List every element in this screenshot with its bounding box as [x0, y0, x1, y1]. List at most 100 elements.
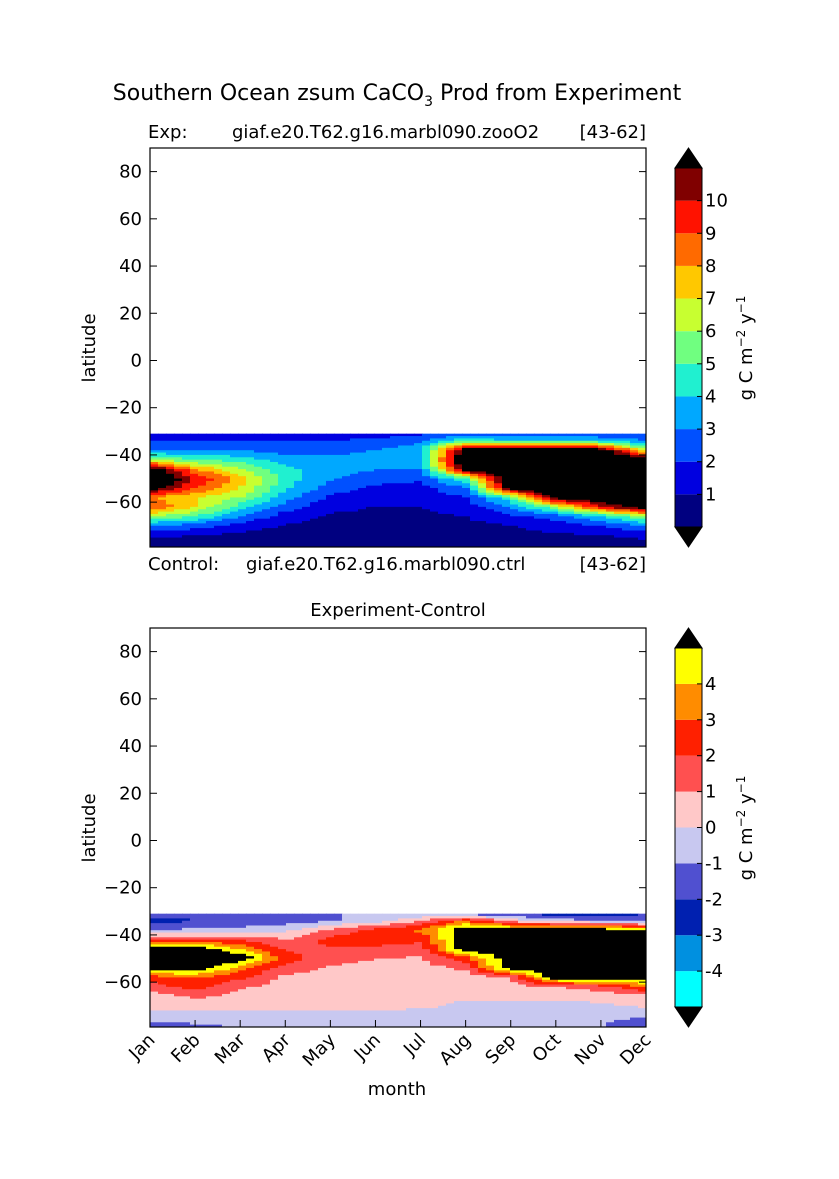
top-heatmap-cell — [638, 478, 646, 482]
top-heatmap-cell — [598, 478, 607, 482]
top-heatmap-cell — [190, 487, 199, 491]
top-heatmap-cell — [510, 490, 519, 494]
top-heatmap-cell — [294, 480, 303, 484]
top-heatmap-cell — [182, 443, 191, 447]
top-heatmap-cell — [598, 542, 607, 546]
top-heatmap-cell — [182, 499, 191, 503]
bottom-heatmap-cell — [310, 977, 319, 981]
top-heatmap-cell — [422, 495, 431, 499]
top-heatmap-cell — [230, 466, 239, 470]
bottom-heatmap-cell — [366, 1024, 375, 1027]
top-heatmap-cell — [166, 473, 175, 477]
top-heatmap-cell — [382, 497, 391, 501]
bottom-heatmap-cell — [414, 949, 423, 953]
top-heatmap-cell — [214, 535, 223, 539]
top-heatmap-cell — [262, 492, 271, 496]
top-heatmap-cell — [366, 462, 375, 465]
top-heatmap-cell — [622, 443, 631, 447]
top-heatmap-cell — [254, 499, 263, 503]
bottom-heatmap-cell — [302, 913, 311, 917]
bottom-heatmap-cell — [286, 956, 295, 960]
ctrl-label: Control: — [148, 554, 219, 575]
bottom-heatmap-cell — [358, 975, 367, 979]
bottom-heatmap-cell — [358, 1001, 367, 1004]
bottom-heatmap-cell — [262, 965, 271, 969]
top-heatmap-cell — [190, 480, 199, 484]
top-heatmap-cell — [326, 443, 335, 447]
top-heatmap-cell — [150, 542, 159, 546]
bottom-heatmap-cell — [382, 972, 391, 976]
top-heatmap-cell — [542, 511, 551, 515]
bottom-heatmap-cell — [294, 946, 303, 950]
bottom-heatmap-cell — [278, 989, 287, 993]
bottom-heatmap-cell — [430, 913, 439, 917]
bottom-heatmap-cell — [342, 956, 351, 960]
top-heatmap-cell — [334, 490, 343, 494]
bottom-heatmap-cell — [174, 953, 183, 957]
top-heatmap-cell — [542, 478, 551, 482]
bottom-heatmap-cell — [398, 1022, 407, 1026]
top-heatmap-cell — [438, 542, 447, 546]
top-heatmap-cell — [382, 464, 391, 468]
top-heatmap-cell — [318, 528, 327, 532]
top-heatmap-cell — [238, 511, 247, 515]
bottom-heatmap-cell — [182, 916, 191, 919]
top-heatmap-cell — [206, 530, 215, 534]
top-heatmap-cell — [566, 490, 575, 494]
top-heatmap-cell — [390, 445, 399, 449]
top-heatmap-cell — [598, 457, 607, 461]
top-heatmap-cell — [558, 466, 567, 470]
top-heatmap-cell — [374, 528, 383, 532]
bottom-heatmap-cell — [270, 958, 279, 962]
top-heatmap-cell — [222, 532, 231, 536]
bottom-heatmap-cell — [150, 1015, 159, 1019]
top-heatmap-cell — [478, 450, 487, 454]
bottom-heatmap-cell — [358, 946, 367, 950]
top-heatmap-cell — [462, 466, 471, 470]
bottom-heatmap-cell — [174, 920, 183, 924]
bottom-heatmap-cell — [382, 920, 391, 924]
top-heatmap-cell — [566, 438, 575, 442]
top-heatmap-cell — [198, 478, 207, 482]
bottom-heatmap-cell — [430, 1008, 439, 1012]
top-heatmap-cell — [574, 532, 583, 536]
bottom-heatmap-cell — [190, 1015, 199, 1019]
bottom-heatmap-cell — [398, 953, 407, 957]
top-heatmap-cell — [278, 476, 287, 480]
bottom-heatmap-cell — [326, 927, 335, 931]
bottom-heatmap-cell — [158, 920, 167, 924]
top-heatmap-cell — [262, 518, 271, 522]
bottom-heatmap-cell — [158, 1022, 167, 1026]
top-heatmap-cell — [254, 469, 263, 473]
top-heatmap-cell — [190, 509, 199, 513]
top-heatmap-cell — [310, 497, 319, 501]
top-heatmap-cell — [582, 443, 591, 447]
bottom-heatmap-cell — [286, 939, 295, 943]
top-heatmap-cell — [214, 516, 223, 520]
top-heatmap-cell — [222, 530, 231, 534]
top-heatmap-cell — [470, 476, 479, 480]
bottom-heatmap-cell — [334, 927, 343, 931]
top-heatmap-cell — [238, 502, 247, 506]
top-heatmap-cell — [526, 532, 535, 536]
bottom-heatmap-cell — [302, 982, 311, 986]
bottom-heatmap-cell — [406, 960, 415, 964]
bottom-heatmap-cell — [366, 923, 375, 927]
bottom-heatmap-cell — [454, 920, 463, 924]
top-heatmap-cell — [342, 511, 351, 515]
bottom-heatmap-cell — [350, 958, 359, 962]
bottom-heatmap-cell — [246, 979, 255, 983]
bottom-heatmap-cell — [238, 963, 247, 967]
top-heatmap-cell — [358, 485, 367, 489]
bottom-heatmap-cell — [222, 1008, 231, 1012]
bottom-heatmap-cell — [326, 951, 335, 955]
bottom-heatmap-cell — [222, 946, 231, 950]
top-heatmap-cell — [350, 495, 359, 499]
top-heatmap-cell — [302, 443, 311, 447]
top-heatmap-cell — [302, 476, 311, 480]
top-heatmap-cell — [366, 480, 375, 484]
bottom-heatmap-cell — [462, 1001, 471, 1004]
bottom-heatmap-cell — [422, 1003, 431, 1007]
top-heatmap-cell — [422, 506, 431, 510]
